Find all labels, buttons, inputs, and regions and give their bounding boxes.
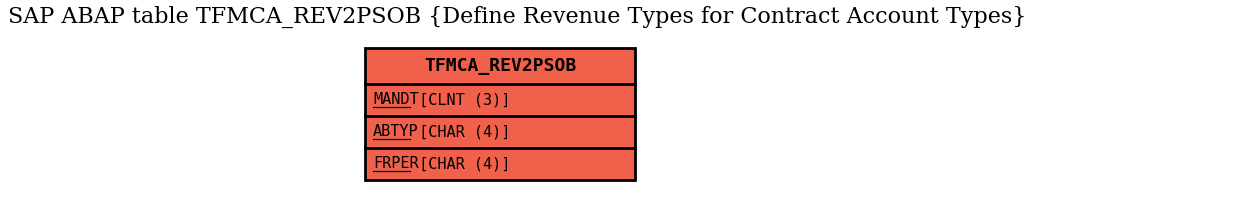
Text: FRPER: FRPER (373, 156, 418, 172)
Text: [CLNT (3)]: [CLNT (3)] (411, 93, 511, 107)
Text: SAP ABAP table TFMCA_REV2PSOB {Define Revenue Types for Contract Account Types}: SAP ABAP table TFMCA_REV2PSOB {Define Re… (7, 6, 1027, 28)
Bar (365, 48, 634, 84)
Text: ABTYP: ABTYP (373, 125, 418, 139)
Bar (365, 148, 634, 180)
Text: [CHAR (4)]: [CHAR (4)] (411, 125, 511, 139)
Bar (365, 84, 634, 116)
Text: [CHAR (4)]: [CHAR (4)] (411, 156, 511, 172)
Text: TFMCA_REV2PSOB: TFMCA_REV2PSOB (423, 57, 576, 75)
Text: MANDT: MANDT (373, 93, 418, 107)
Bar (365, 116, 634, 148)
